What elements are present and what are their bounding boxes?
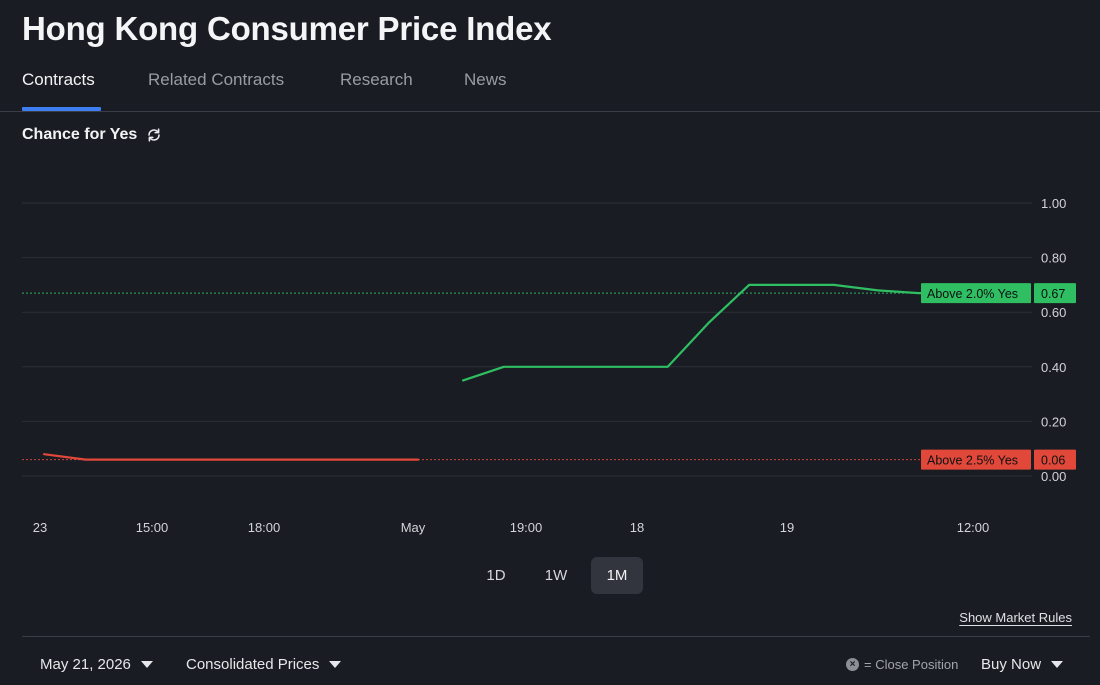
series-tag-bg bbox=[921, 283, 1031, 304]
close-icon: × bbox=[846, 658, 859, 671]
tab-contracts[interactable]: Contracts bbox=[22, 70, 95, 89]
price-chart[interactable]: 1.00 0.80 0.60 0.40 0.20 0.00 23 15:00 18:00 May… bbox=[0, 0, 1100, 560]
x-tick-label: 19 bbox=[780, 520, 794, 535]
y-tick-label: 0.60 bbox=[1041, 305, 1066, 320]
x-tick-label: 15:00 bbox=[136, 520, 169, 535]
page-title: Hong Kong Consumer Price Index bbox=[22, 10, 552, 47]
series-tag-bg bbox=[921, 449, 1031, 470]
tab-bar: Contracts Related Contracts Research New… bbox=[0, 60, 1100, 112]
refresh-icon[interactable] bbox=[146, 127, 162, 143]
x-tick-label: 23 bbox=[33, 520, 47, 535]
bottom-bar: May 21, 2026 Consolidated Prices × = Clo… bbox=[0, 648, 1100, 684]
range-1m-button[interactable]: 1M bbox=[591, 557, 643, 594]
data-label: 0.06 bbox=[1041, 454, 1065, 468]
x-tick-label: 18 bbox=[630, 520, 644, 535]
y-tick-label: 0.80 bbox=[1041, 251, 1066, 266]
data-label: 0.67 bbox=[1041, 287, 1065, 301]
legend-entry: Above 2.5% Yes bbox=[927, 454, 1018, 468]
range-1w-button[interactable]: 1W bbox=[530, 557, 582, 594]
close-position-legend: × = Close Position bbox=[846, 657, 958, 672]
close-position-label: = Close Position bbox=[864, 657, 959, 672]
buy-now-dropdown[interactable]: Buy Now bbox=[981, 656, 1064, 673]
legend-entry: Above 2.0% Yes bbox=[927, 287, 1018, 301]
chevron-down-icon bbox=[1051, 661, 1064, 668]
x-tick-label: 12:00 bbox=[957, 520, 990, 535]
series-line-2 bbox=[42, 453, 420, 461]
x-tick-label: 19:00 bbox=[510, 520, 543, 535]
chevron-down-icon bbox=[140, 661, 153, 668]
bottom-divider bbox=[22, 636, 1090, 637]
chance-for-yes-label: Chance for Yes bbox=[22, 126, 138, 143]
tab-news[interactable]: News bbox=[464, 70, 507, 89]
date-label: May 21, 2026 bbox=[40, 656, 131, 673]
value-tag-bg bbox=[1034, 283, 1076, 304]
prices-dropdown[interactable]: Consolidated Prices bbox=[186, 656, 342, 673]
series-tag-1: Above 2.0% Yes 0.67 bbox=[921, 283, 1076, 304]
range-1d-button[interactable]: 1D bbox=[470, 557, 522, 594]
prices-label: Consolidated Prices bbox=[186, 656, 320, 673]
date-dropdown[interactable]: May 21, 2026 bbox=[40, 656, 153, 673]
x-tick-label: May bbox=[401, 520, 426, 535]
show-market-rules-link[interactable]: Show Market Rules bbox=[959, 610, 1072, 625]
tab-research[interactable]: Research bbox=[340, 70, 413, 89]
y-tick-label: 0.00 bbox=[1041, 469, 1066, 484]
tab-related-contracts[interactable]: Related Contracts bbox=[148, 70, 285, 89]
y-tick-label: 0.40 bbox=[1041, 360, 1066, 375]
chart-header: Chance for Yes bbox=[22, 126, 162, 144]
x-tick-label: 18:00 bbox=[248, 520, 281, 535]
y-tick-label: 1.00 bbox=[1041, 196, 1066, 211]
series-tag-2: Above 2.5% Yes 0.06 bbox=[921, 449, 1076, 470]
chevron-down-icon bbox=[329, 661, 342, 668]
value-tag-bg bbox=[1034, 449, 1076, 470]
series-line-1 bbox=[462, 283, 1026, 382]
y-tick-label: 0.20 bbox=[1041, 414, 1066, 429]
buy-now-label: Buy Now bbox=[981, 656, 1042, 673]
active-tab-indicator bbox=[22, 107, 101, 111]
